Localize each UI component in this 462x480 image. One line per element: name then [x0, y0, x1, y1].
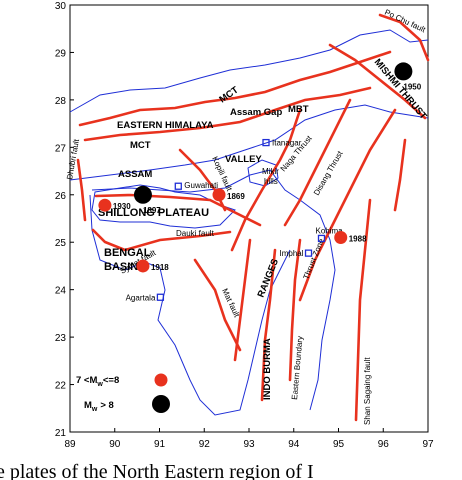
border — [69, 104, 429, 181]
map-label: ASSAM — [118, 169, 152, 180]
fault-line — [94, 193, 262, 227]
legend-text: <=8 — [103, 375, 119, 386]
fault-line — [283, 98, 352, 227]
town-label: Imphal — [280, 249, 304, 258]
fault-line — [76, 158, 87, 222]
event-year: 1988 — [349, 234, 367, 243]
map-label: MBT — [288, 104, 309, 115]
town-label: Kohima — [315, 226, 343, 235]
y-tick-label: 30 — [55, 1, 67, 12]
x-tick-label: 93 — [243, 439, 255, 450]
town-marker — [156, 293, 165, 301]
fault-line — [288, 238, 302, 382]
y-tick-label: 24 — [55, 286, 67, 297]
map-label: EASTERN HIMALAYA — [117, 120, 214, 131]
map-label: BENGAL — [104, 247, 151, 259]
town-marker — [262, 138, 270, 147]
earthquake — [394, 62, 413, 81]
border — [69, 29, 429, 113]
y-tick-label: 22 — [55, 381, 67, 392]
fault-line — [83, 86, 372, 142]
x-tick-label: 90 — [109, 439, 121, 450]
legend-marker — [152, 395, 170, 413]
fault-line — [298, 108, 397, 302]
y-tick-label: 27 — [55, 143, 67, 154]
fault-line — [393, 138, 407, 212]
x-tick-label: 97 — [422, 439, 434, 450]
y-tick-label: 23 — [55, 333, 67, 344]
fault-line — [354, 198, 372, 422]
legend-label: Mw > 8 — [84, 400, 114, 413]
town-label: Guwahati — [184, 181, 218, 190]
x-tick-label: 91 — [154, 439, 166, 450]
border — [91, 169, 336, 411]
fault-line — [378, 13, 430, 62]
fault-line — [78, 50, 392, 127]
border — [247, 159, 279, 187]
earthquake — [98, 198, 112, 212]
map-label: INDO BURMA — [262, 338, 273, 400]
map-label: MCT — [130, 140, 151, 151]
caption: e plates of the North Eastern region of … — [0, 461, 314, 480]
legend-text: M — [84, 400, 92, 411]
fault-line — [328, 43, 427, 120]
town-marker — [174, 182, 182, 190]
event-year: 1918 — [151, 263, 169, 272]
map-label: hills — [264, 177, 278, 186]
map-label: Assam Gap — [230, 107, 282, 118]
fault-line — [233, 238, 252, 362]
event-year: 1897 — [143, 206, 161, 215]
legend: 7 <Mw<=8 Mw > 8 — [76, 373, 170, 413]
legend-text: 7 <M — [76, 375, 97, 386]
y-tick-label: 21 — [55, 428, 67, 439]
border — [89, 194, 291, 416]
border — [91, 184, 236, 229]
y-tick-label: 25 — [55, 238, 67, 249]
town-marker — [304, 249, 313, 257]
x-tick-label: 94 — [288, 439, 300, 450]
legend-label: 7 <Mw<=8 — [76, 375, 119, 388]
map-label: Shan Sagaing fault — [363, 357, 372, 425]
borders — [69, 29, 429, 416]
legend-text: > 8 — [100, 400, 113, 411]
legend-marker — [154, 373, 168, 387]
event-year: 1869 — [227, 192, 245, 201]
town-marker — [317, 234, 326, 243]
earthquake — [334, 230, 348, 244]
legend-text: w — [96, 381, 103, 388]
y-tick-label: 26 — [55, 191, 67, 202]
fault-line — [91, 228, 232, 252]
map-label: SHILLONG PLATEAU — [98, 207, 209, 219]
town-label: Itanagar — [272, 139, 302, 148]
legend-text: w — [91, 406, 98, 413]
event-year: 1930 — [113, 202, 131, 211]
x-tick-label: 89 — [64, 439, 76, 450]
fault-line — [230, 108, 302, 252]
fault-line — [260, 248, 277, 402]
map-label: Dauki fault — [176, 229, 215, 238]
y-tick-label: 29 — [55, 48, 67, 59]
fault-line — [193, 258, 242, 352]
map-label: VALLEY — [225, 154, 262, 165]
x-tick-label: 96 — [378, 439, 390, 450]
earthquake — [212, 188, 226, 202]
faults — [76, 13, 430, 422]
x-tick-label: 92 — [199, 439, 211, 450]
x-tick-label: 95 — [333, 439, 345, 450]
y-tick-label: 28 — [55, 96, 67, 107]
earthquake — [133, 185, 152, 204]
event-year: 1950 — [403, 82, 421, 91]
town-label: Agartala — [126, 293, 156, 302]
map-label: BASIN — [104, 261, 138, 273]
map-label: Mikir — [262, 167, 279, 176]
earthquake — [136, 259, 150, 273]
